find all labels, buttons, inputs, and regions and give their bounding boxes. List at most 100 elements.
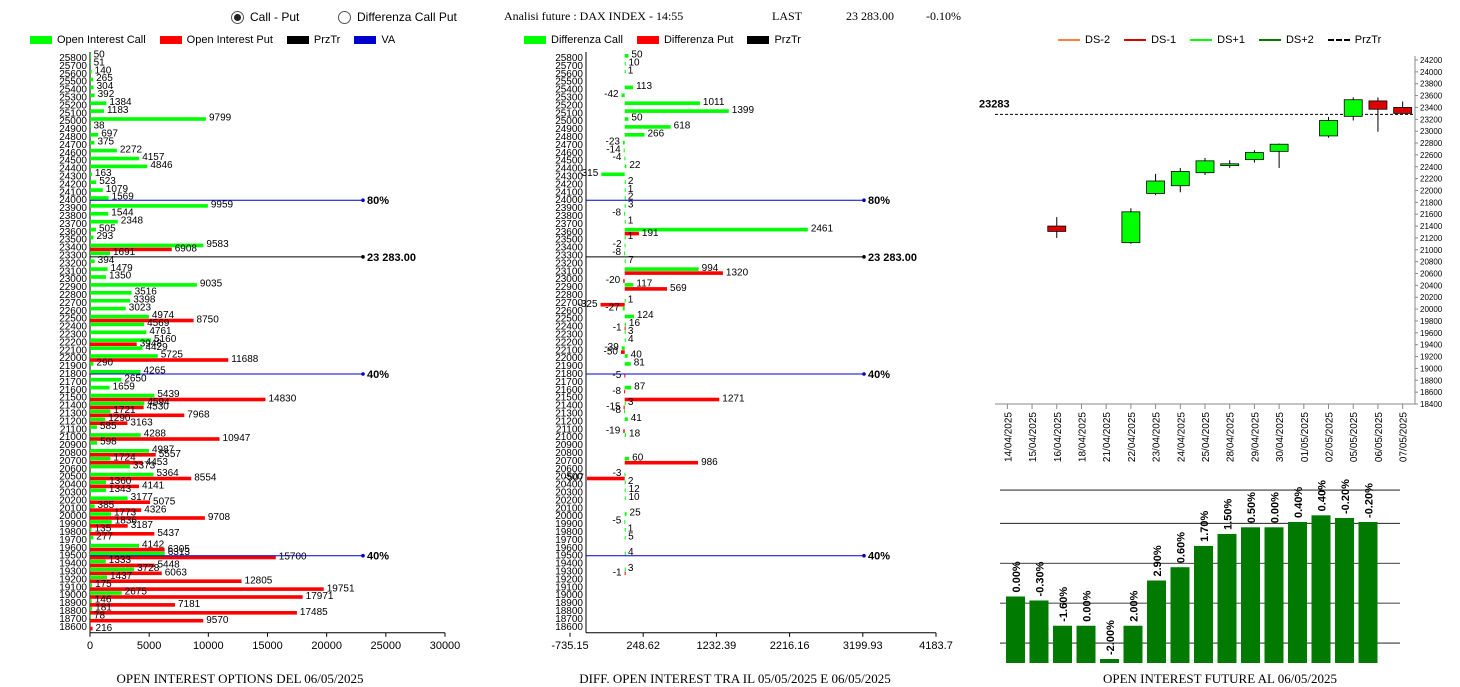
date-tick-label: 24/04/2025 xyxy=(1176,412,1187,462)
call-value-label: 4 xyxy=(628,334,634,345)
strike-tick-label: 19200 xyxy=(59,574,87,585)
strike-tick-label: 19500 xyxy=(59,551,87,562)
call-bar xyxy=(90,283,197,287)
call-value-label: -8 xyxy=(612,405,621,416)
call-bar xyxy=(90,330,147,335)
call-bar xyxy=(90,219,118,224)
put-bar xyxy=(90,532,155,536)
strike-tick-label: 25700 xyxy=(59,61,87,72)
call-bar xyxy=(90,140,95,145)
call-bar xyxy=(90,133,99,137)
radio-differenza[interactable]: Differenza Call Put xyxy=(338,10,457,24)
x-tick-label: 0 xyxy=(87,640,93,652)
put-value-label: 3187 xyxy=(131,520,154,531)
put-bar xyxy=(90,476,192,481)
call-value-label: -42 xyxy=(604,89,619,100)
call-value-label: 1399 xyxy=(732,105,755,116)
call-bar xyxy=(90,559,106,564)
future-oi-bar xyxy=(1123,625,1143,663)
strike-tick-label: 24300 xyxy=(59,172,87,183)
strike-tick-label: 23700 xyxy=(555,219,583,230)
strike-tick-label: 21800 xyxy=(555,369,583,380)
candle-body xyxy=(1195,160,1215,174)
strike-tick-label: 24000 xyxy=(555,195,583,206)
call-bar xyxy=(624,196,626,200)
reference-line-marker xyxy=(361,255,365,259)
strike-tick-label: 19500 xyxy=(555,551,583,562)
put-bar xyxy=(620,350,625,354)
strike-tick-label: 21500 xyxy=(59,393,87,404)
legend-future: DS-2 DS-1 DS+1 DS+2 PrzTr xyxy=(1058,33,1395,47)
future-oi-label: 1.70% xyxy=(1199,511,1211,542)
strike-tick-label: 18900 xyxy=(59,598,87,609)
future-oi-bar xyxy=(1006,596,1025,663)
strike-tick-label: 23500 xyxy=(555,235,583,246)
call-value-label: 9583 xyxy=(206,239,229,250)
last-price-label: 23283 xyxy=(979,98,1010,110)
radio-call-put[interactable]: Call - Put xyxy=(231,10,299,24)
call-bar xyxy=(90,338,152,342)
strike-tick-label: 19400 xyxy=(555,559,583,570)
put-value-label: 5075 xyxy=(153,496,176,507)
date-tick-label: 05/05/2025 xyxy=(1349,412,1360,462)
put-bar xyxy=(90,563,155,568)
put-bar xyxy=(624,389,626,394)
strike-tick-label: 22800 xyxy=(59,290,87,301)
x-tick-label: 5000 xyxy=(137,640,161,652)
call-bar xyxy=(624,164,627,169)
call-bar xyxy=(624,283,634,287)
call-value-label: 1544 xyxy=(111,208,134,219)
call-bar xyxy=(624,512,627,516)
y-tick-label: 19200 xyxy=(1420,353,1443,362)
put-bar xyxy=(90,626,93,631)
call-value-label: 1569 xyxy=(112,192,135,203)
strike-tick-label: 18600 xyxy=(555,622,583,633)
call-bar xyxy=(624,101,700,105)
strike-tick-label: 20000 xyxy=(59,511,87,522)
strike-tick-label: 18700 xyxy=(59,614,87,625)
call-bar xyxy=(624,219,626,224)
call-value-label: -27 xyxy=(605,302,620,313)
date-tick-label: 07/05/2025 xyxy=(1399,412,1410,462)
future-oi-label: 0.40% xyxy=(1293,487,1305,518)
call-bar xyxy=(90,417,106,421)
strike-tick-label: 24700 xyxy=(555,140,583,151)
call-bar xyxy=(90,346,143,350)
strike-tick-label: 25500 xyxy=(555,77,583,88)
call-bar xyxy=(624,401,626,406)
call-value-label: 1 xyxy=(628,184,634,195)
strike-tick-label: 22300 xyxy=(59,330,87,341)
put-value-label: 4530 xyxy=(147,402,170,413)
date-tick-label: 16/04/2025 xyxy=(1053,412,1064,462)
call-bar xyxy=(624,235,626,240)
call-value-label: 1350 xyxy=(109,271,132,282)
candle-body xyxy=(1170,171,1190,187)
legend-diff-put: Differenza Put xyxy=(636,34,733,46)
strike-tick-label: 24000 xyxy=(59,195,87,206)
put-value-label: 5557 xyxy=(159,449,182,460)
put-value-label: 10947 xyxy=(223,433,251,444)
x-tick-label: 25000 xyxy=(371,640,402,652)
strike-tick-label: 21300 xyxy=(555,409,583,420)
strike-tick-label: 19800 xyxy=(59,527,87,538)
strike-tick-label: 20100 xyxy=(555,503,583,514)
put-value-label: -19 xyxy=(606,425,621,436)
strike-tick-label: 23700 xyxy=(59,219,87,230)
call-value-label: 135 xyxy=(95,524,112,535)
put-value-label: -325 xyxy=(578,299,598,310)
reference-line-label: 80% xyxy=(868,195,890,207)
put-bar xyxy=(624,231,639,236)
call-bar xyxy=(624,322,626,327)
caption-oi: OPEN INTEREST OPTIONS DEL 06/05/2025 xyxy=(116,671,364,686)
call-value-label: 1724 xyxy=(113,452,136,463)
call-value-label: 394 xyxy=(98,255,115,266)
strike-tick-label: 21000 xyxy=(59,432,87,443)
strike-tick-label: 21700 xyxy=(555,377,583,388)
future-oi-bar xyxy=(1029,600,1049,663)
call-value-label: 1183 xyxy=(107,105,129,116)
call-value-label: 1290 xyxy=(108,413,131,424)
call-bar xyxy=(623,148,625,153)
y-tick-label: 18800 xyxy=(1420,376,1443,385)
call-bar xyxy=(624,433,627,437)
strike-tick-label: 24100 xyxy=(59,187,87,198)
